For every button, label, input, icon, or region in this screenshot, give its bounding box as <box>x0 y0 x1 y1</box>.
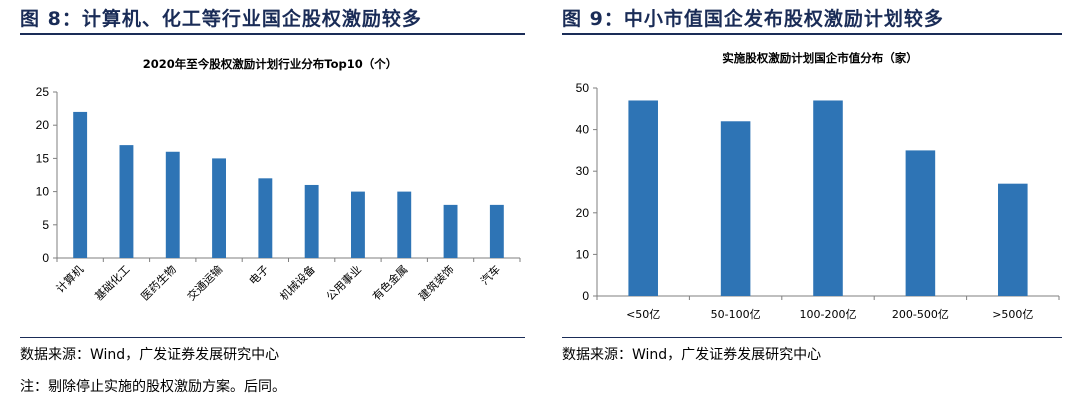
fig9-category-label: >500亿 <box>992 308 1033 321</box>
figure-8-title: 图 8：计算机、化工等行业国企股权激励较多 <box>20 8 422 30</box>
fig8-bar <box>119 145 134 258</box>
fig8-category-label: 医药生物 <box>138 262 179 303</box>
fig8-category-label: 交通运输 <box>184 262 225 303</box>
fig9-y-tick-label: 0 <box>582 289 589 303</box>
fig8-y-tick-label: 0 <box>42 251 49 265</box>
fig9-y-tick-label: 10 <box>576 247 590 261</box>
fig8-bar <box>165 151 180 258</box>
fig8-category-label: 建筑装饰 <box>416 262 457 303</box>
fig9-category-label: 50-100亿 <box>711 308 761 321</box>
fig8-category-label: 基础化工 <box>92 262 133 303</box>
fig8-bar <box>258 178 273 258</box>
fig8-y-tick-label: 20 <box>36 118 50 132</box>
fig8-bar <box>304 184 319 258</box>
fig9-y-tick-label: 50 <box>576 81 590 95</box>
fig9-bar <box>813 100 843 296</box>
fig8-category-label: 计算机 <box>53 262 86 295</box>
fig9-category-label: 100-200亿 <box>800 308 857 321</box>
fig8-category-label: 公用事业 <box>324 263 364 303</box>
fig8-bar <box>397 191 412 258</box>
fig8-chart-title: 2020年至今股权激励计划行业分布Top10（个） <box>143 57 397 71</box>
figure-8-chart: 2020年至今股权激励计划行业分布Top10（个） 0 5 10 15 20 25 计算机 基础… <box>36 57 521 303</box>
fig8-y-tick-label: 5 <box>42 218 49 232</box>
fig8-bar <box>73 111 88 258</box>
figure-9-panel: 图 9：中小市值国企发布股权激励计划较多 实施股权激励计划国企市值分布（家） 0 1… <box>562 0 1062 402</box>
fig8-y-tick-label: 25 <box>36 85 50 99</box>
fig9-y-tick-label: 40 <box>576 123 590 137</box>
fig8-category-label: 汽车 <box>478 262 503 287</box>
figure-9-title: 图 9：中小市值国企发布股权激励计划较多 <box>562 8 944 30</box>
figure-9-top-rule <box>562 33 1062 35</box>
figure-8-note: 注：剔除停止实施的股权激励方案。后同。 <box>20 379 286 395</box>
figure-8-panel: 图 8：计算机、化工等行业国企股权激励较多 2020年至今股权激励计划行业分布T… <box>20 0 540 402</box>
figure-9-source: 数据来源：Wind，广发证券发展研究中心 <box>562 347 822 363</box>
fig9-bar <box>720 121 751 296</box>
figure-9-bottom-rule <box>562 337 1062 338</box>
fig8-category-label: 机械设备 <box>277 262 318 303</box>
fig9-y-tick-label: 20 <box>576 206 590 220</box>
figure-8-source: 数据来源：Wind，广发证券发展研究中心 <box>20 347 280 363</box>
fig9-bar <box>628 100 658 296</box>
fig9-category-label: <50亿 <box>626 308 660 321</box>
figure-9-chart: 实施股权激励计划国企市值分布（家） 0 10 20 30 40 50 <50亿 50-100亿 1… <box>576 51 1060 321</box>
fig9-bar <box>998 183 1028 296</box>
fig8-bar <box>489 204 504 258</box>
fig9-bar <box>905 150 936 296</box>
fig8-y-tick-label: 10 <box>36 185 50 199</box>
figure-8-bottom-rule <box>20 337 525 338</box>
fig8-bar <box>443 204 458 258</box>
fig9-y-tick-label: 30 <box>576 164 590 178</box>
fig8-bar <box>351 191 365 258</box>
fig9-chart-title: 实施股权激励计划国企市值分布（家） <box>722 51 918 65</box>
fig8-bar <box>212 158 226 258</box>
figure-8-top-rule <box>20 33 525 35</box>
fig8-category-label: 有色金属 <box>369 262 410 303</box>
fig9-category-label: 200-500亿 <box>892 308 949 321</box>
fig8-y-tick-label: 15 <box>36 151 50 165</box>
fig8-category-label: 电子 <box>247 263 272 288</box>
